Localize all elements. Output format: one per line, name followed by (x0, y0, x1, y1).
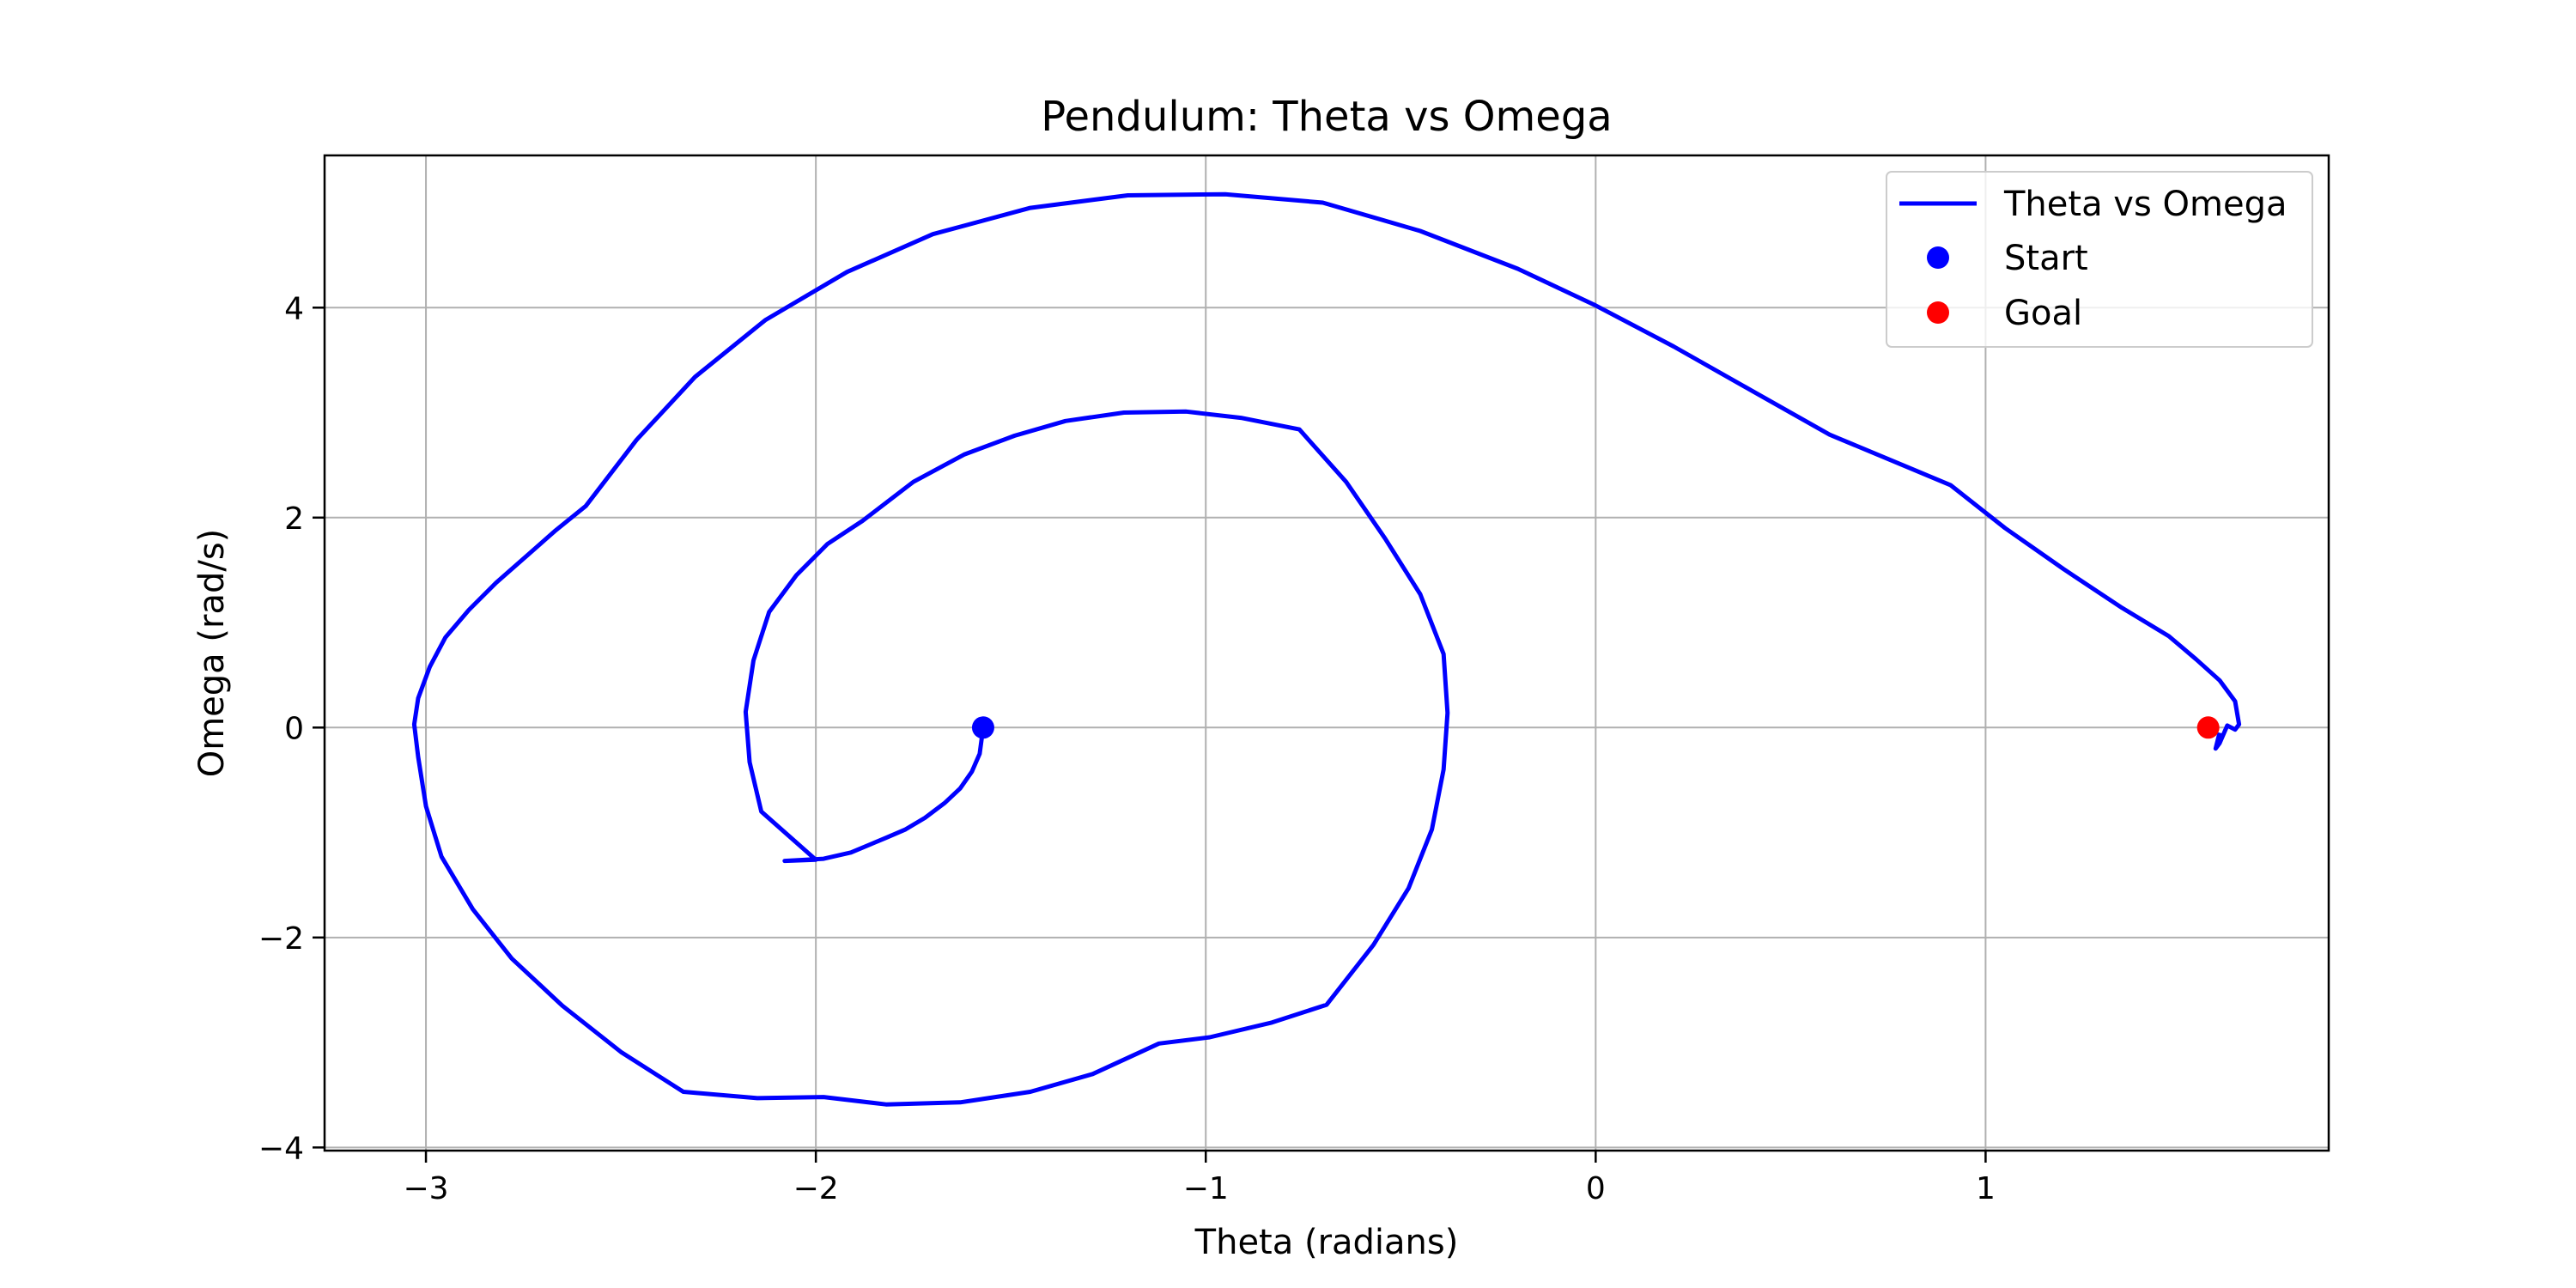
plot-area (411, 191, 2242, 1107)
x-axis-label: Theta (radians) (1194, 1223, 1459, 1262)
goal-point (2196, 716, 2220, 739)
legend-label-goal: Goal (2004, 294, 2082, 333)
legend-label-start: Start (2004, 239, 2088, 278)
axis-ticks: −3 −2 −1 0 1 −4 −2 0 2 4 (258, 291, 1996, 1206)
x-tick-label: −1 (1183, 1171, 1229, 1206)
trajectory-line (411, 191, 2242, 1107)
start-point (971, 716, 994, 739)
legend-start-marker (1927, 246, 1949, 269)
x-tick-label: 1 (1976, 1171, 1996, 1206)
y-tick-label: −4 (258, 1131, 304, 1166)
legend: Theta vs Omega Start Goal (1886, 171, 2313, 348)
chart-title: Pendulum: Theta vs Omega (1041, 93, 1612, 141)
legend-box (1886, 171, 2313, 348)
y-tick-label: 2 (284, 501, 304, 537)
x-tick-label: −2 (793, 1171, 839, 1206)
y-tick-label: 4 (284, 291, 304, 326)
legend-goal-marker (1927, 301, 1949, 324)
y-tick-label: −2 (258, 921, 304, 957)
axes-frame (323, 154, 2330, 1152)
y-tick-label: 0 (284, 711, 304, 746)
x-tick-label: 0 (1586, 1171, 1606, 1206)
y-axis-label: Omega (rad/s) (192, 529, 232, 778)
x-tick-label: −3 (404, 1171, 449, 1206)
legend-label-trajectory: Theta vs Omega (2003, 185, 2287, 224)
